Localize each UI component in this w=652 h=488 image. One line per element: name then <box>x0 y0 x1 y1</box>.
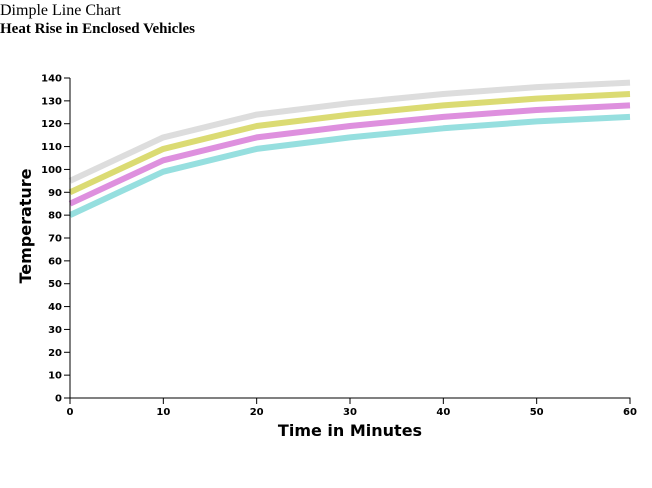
y-tick-label: 70 <box>48 234 62 245</box>
series-line-4 <box>68 113 631 218</box>
y-tick-label: 80 <box>48 211 62 222</box>
x-tick-label: 10 <box>156 407 170 418</box>
y-tick-label: 50 <box>48 279 62 290</box>
series-line-3 <box>68 102 631 207</box>
y-axis: 0 10 20 30 40 50 60 70 80 90 100 110 120 130 140 <box>41 74 71 405</box>
y-tick-label: 140 <box>41 74 62 85</box>
x-tick-label: 60 <box>623 407 637 418</box>
y-tick-label: 0 <box>55 394 62 405</box>
y-tick-label: 110 <box>41 142 62 153</box>
x-tick-label: 40 <box>436 407 450 418</box>
x-axis: 0 10 20 30 40 50 60 <box>67 397 637 418</box>
y-tick-label: 100 <box>41 165 62 176</box>
y-tick-label: 20 <box>48 348 62 359</box>
y-tick-label: 120 <box>41 119 62 130</box>
page-heading: Dimple Line Chart <box>0 2 121 19</box>
series-line-1 <box>68 79 631 184</box>
x-tick-label: 0 <box>67 407 74 418</box>
y-tick-label: 90 <box>48 188 62 199</box>
chart-title: Heat Rise in Enclosed Vehicles <box>0 21 196 37</box>
series-line-2 <box>68 91 631 196</box>
x-axis-title: Time in Minutes <box>278 421 422 440</box>
y-tick-label: 130 <box>41 96 62 107</box>
y-tick-label: 30 <box>48 325 62 336</box>
x-tick-label: 20 <box>250 407 264 418</box>
y-tick-label: 40 <box>48 302 62 313</box>
series-layer <box>68 79 631 218</box>
y-tick-label: 60 <box>48 256 62 267</box>
x-tick-label: 30 <box>343 407 357 418</box>
x-tick-label: 50 <box>530 407 544 418</box>
y-tick-label: 10 <box>48 371 62 382</box>
y-axis-title: Temperature <box>16 168 35 283</box>
